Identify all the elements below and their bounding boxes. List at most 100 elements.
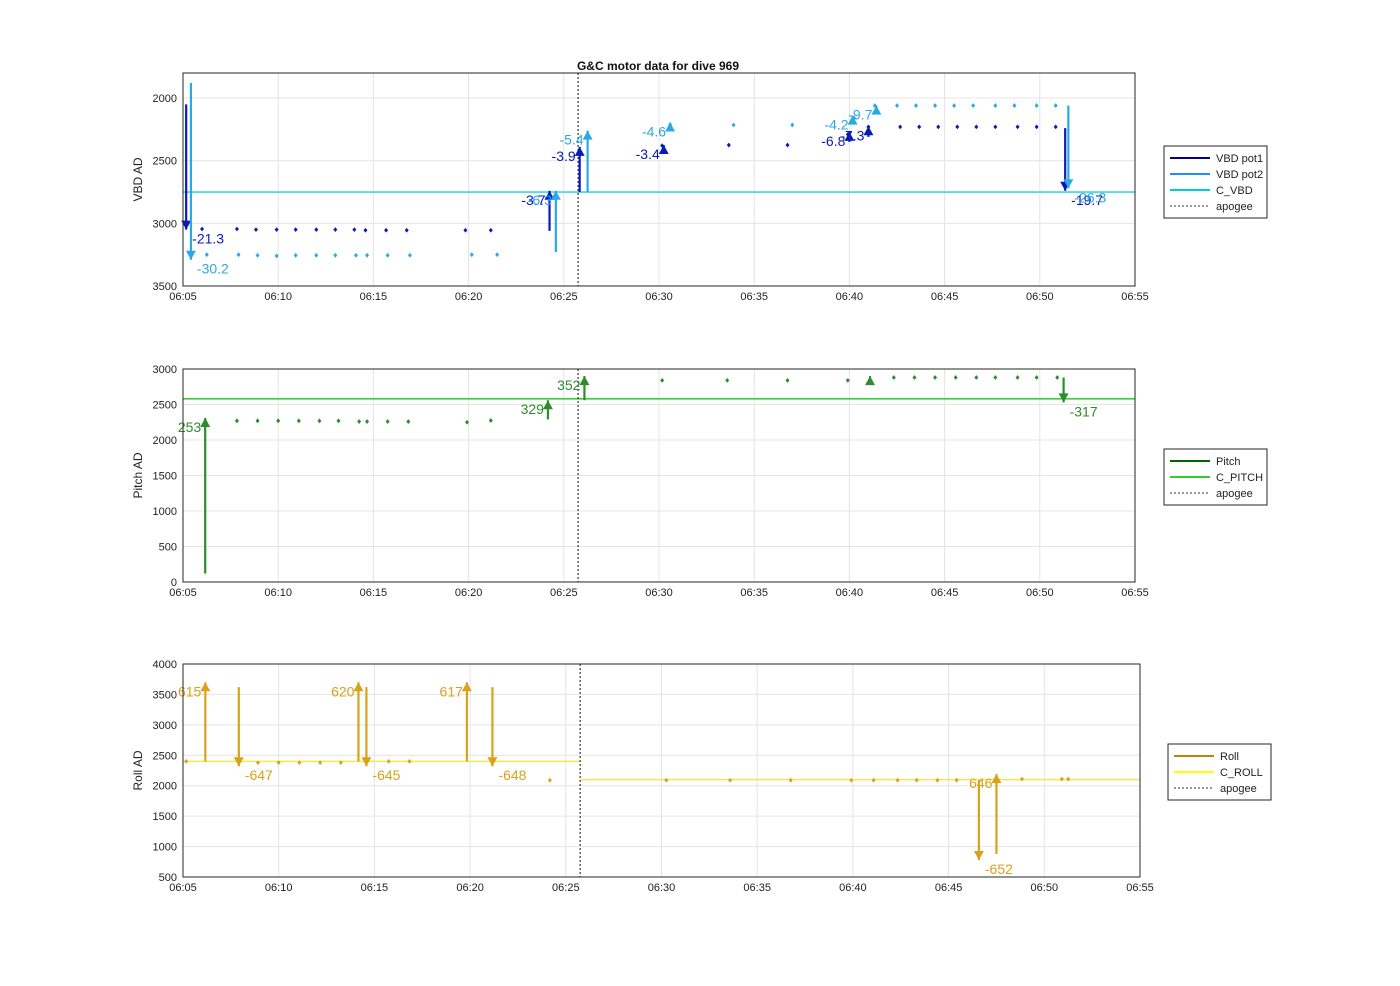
plot-frame bbox=[182, 72, 1136, 287]
data-point bbox=[1066, 776, 1071, 782]
motor-move-arrow bbox=[181, 220, 192, 230]
data-point bbox=[872, 103, 877, 108]
motor-move-arrow bbox=[550, 190, 561, 200]
x-tick-label: 06:15 bbox=[360, 291, 388, 303]
y-tick-label: 2000 bbox=[153, 781, 177, 793]
y-tick-label: 2000 bbox=[153, 93, 177, 105]
data-point bbox=[895, 777, 900, 783]
data-point bbox=[384, 227, 389, 233]
data-point bbox=[891, 375, 896, 380]
data-point bbox=[1053, 124, 1058, 130]
x-tick-label: 06:05 bbox=[169, 291, 197, 303]
motor-move-label: 352 bbox=[557, 377, 581, 393]
data-point bbox=[1034, 375, 1039, 380]
x-tick-label: 06:30 bbox=[648, 882, 676, 894]
y-tick-label: 2000 bbox=[153, 435, 177, 447]
motor-move-arrow bbox=[658, 145, 669, 155]
motor-move-arrow bbox=[579, 376, 590, 386]
legend-label: VBD pot2 bbox=[1216, 169, 1263, 181]
data-point bbox=[845, 377, 850, 383]
legend-label: apogee bbox=[1216, 201, 1253, 213]
plot-frame bbox=[182, 368, 1136, 583]
data-point bbox=[993, 124, 998, 130]
data-point bbox=[1012, 103, 1017, 108]
data-point bbox=[465, 419, 470, 425]
legend-label: apogee bbox=[1220, 783, 1257, 795]
x-tick-label: 06:05 bbox=[169, 587, 197, 599]
y-tick-label: 2500 bbox=[153, 750, 177, 762]
data-point bbox=[955, 124, 960, 130]
motor-move-label: -5.4 bbox=[559, 132, 583, 148]
motor-move-arrow bbox=[544, 190, 555, 200]
data-point bbox=[971, 103, 976, 108]
x-tick-label: 06:05 bbox=[169, 882, 197, 894]
motor-move-label: 620 bbox=[331, 683, 355, 699]
data-point bbox=[1034, 124, 1039, 130]
data-point bbox=[333, 227, 338, 233]
legend-label: Pitch bbox=[1216, 456, 1240, 468]
motor-move-arrow bbox=[200, 682, 211, 692]
motor-move-label: -3.9 bbox=[552, 148, 576, 164]
data-point bbox=[357, 419, 362, 424]
data-point bbox=[1034, 103, 1039, 108]
x-tick-label: 06:55 bbox=[1121, 291, 1149, 303]
y-tick-label: 500 bbox=[159, 872, 177, 884]
data-point bbox=[898, 124, 903, 130]
data-point bbox=[495, 252, 500, 258]
data-point bbox=[993, 375, 998, 380]
motor-move-label: -648 bbox=[498, 767, 526, 783]
y-axis-label: Pitch AD bbox=[131, 452, 145, 498]
motor-move-arrow bbox=[1063, 179, 1074, 189]
data-point bbox=[914, 777, 919, 783]
motor-move-label: -21.3 bbox=[192, 231, 224, 247]
motor-move-arrow bbox=[233, 757, 244, 767]
data-point bbox=[293, 252, 298, 258]
panel-2: 06:05 06:10 06:15 06:20 06:25 06:30 06:35 06:40… bbox=[131, 364, 1268, 599]
y-tick-label: 1500 bbox=[153, 811, 177, 823]
data-point bbox=[255, 760, 260, 765]
data-point bbox=[407, 758, 412, 764]
data-point bbox=[385, 419, 390, 424]
y-tick-label: 0 bbox=[171, 577, 177, 589]
x-tick-label: 06:10 bbox=[264, 587, 292, 599]
data-point bbox=[365, 419, 370, 424]
y-tick-label: 2500 bbox=[153, 400, 177, 412]
data-point bbox=[790, 122, 795, 128]
motor-move-arrow bbox=[847, 115, 858, 125]
x-tick-label: 06:30 bbox=[645, 291, 673, 303]
data-point bbox=[917, 124, 922, 130]
data-point bbox=[993, 103, 998, 108]
x-tick-label: 06:40 bbox=[836, 291, 864, 303]
y-tick-label: 3500 bbox=[153, 281, 177, 293]
x-tick-label: 06:30 bbox=[645, 587, 673, 599]
data-point bbox=[274, 227, 279, 233]
data-point bbox=[785, 377, 790, 383]
panel-3: 06:05 06:10 06:15 06:20 06:25 06:30 06:35 06:40… bbox=[131, 659, 1272, 894]
y-tick-label: 1000 bbox=[153, 842, 177, 854]
plot-frame bbox=[182, 663, 1141, 878]
legend-label: apogee bbox=[1216, 488, 1253, 500]
data-point bbox=[407, 252, 412, 258]
data-point bbox=[253, 227, 258, 233]
motor-move-arrow bbox=[200, 417, 211, 427]
data-point bbox=[314, 227, 319, 233]
data-point bbox=[276, 760, 281, 765]
data-point bbox=[731, 122, 736, 128]
data-point bbox=[204, 252, 209, 258]
data-point bbox=[365, 252, 370, 258]
data-point bbox=[933, 103, 938, 108]
data-point bbox=[1015, 124, 1020, 130]
data-point bbox=[406, 419, 411, 424]
data-point bbox=[333, 252, 338, 258]
data-point bbox=[336, 418, 341, 424]
data-point bbox=[725, 377, 730, 383]
x-tick-label: 06:25 bbox=[552, 882, 580, 894]
data-point bbox=[871, 777, 876, 783]
data-point bbox=[895, 103, 899, 108]
x-tick-label: 06:50 bbox=[1026, 587, 1054, 599]
data-point bbox=[274, 253, 279, 259]
data-point bbox=[952, 103, 957, 108]
